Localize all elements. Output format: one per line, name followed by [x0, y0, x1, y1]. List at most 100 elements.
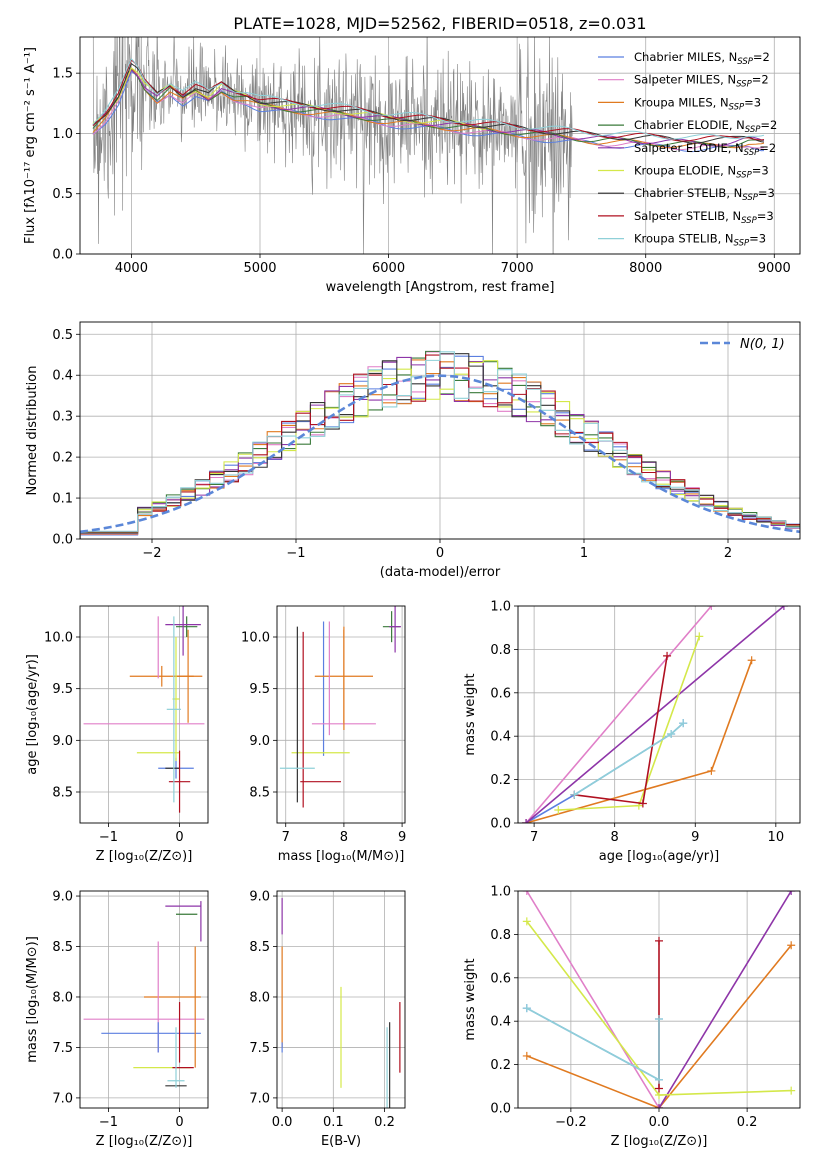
legend-sub: SSP: [734, 239, 750, 249]
x-tick-label: −0.2: [555, 1115, 587, 1130]
axes-frame: [79, 605, 209, 824]
plot-area: [279, 606, 401, 808]
legend-tail: =2: [760, 118, 777, 132]
weight-line-5: [558, 636, 701, 811]
weight-marker: [695, 632, 704, 641]
figure-title: PLATE=1028, MJD=52562, FIBERID=0518, z=0…: [233, 14, 646, 33]
weight-marker: [707, 606, 716, 610]
x-axis-label: E(B-V): [321, 1134, 361, 1149]
legend-label: Kroupa STELIB, NSSP=3: [634, 232, 766, 249]
legend-sub: SSP: [745, 125, 761, 135]
x-tick-label: 4000: [115, 261, 148, 276]
x-axis-label: wavelength [Angstrom, rest frame]: [326, 280, 555, 295]
x-tick-label: 0.0: [649, 1115, 670, 1130]
weight-marker: [779, 606, 788, 610]
weight-marker: [655, 936, 663, 945]
weight-marker: [522, 891, 531, 895]
axes-frame: [276, 890, 406, 1109]
weight-marker: [787, 1086, 796, 1095]
plot-area: [80, 350, 800, 539]
x-axis-label: Z [log₁₀(Z/Z⊙)]: [611, 1134, 708, 1149]
plot-area: [522, 606, 788, 823]
legend-sub: SSP: [736, 80, 752, 90]
legend-sub: SSP: [737, 57, 753, 67]
legend-label: N(0, 1): [740, 337, 785, 352]
plot-area: [281, 898, 401, 1108]
legend-sub: SSP: [744, 148, 760, 158]
axes-frame: [517, 605, 801, 824]
weight-marker: [679, 719, 688, 728]
weight-marker: [747, 656, 756, 665]
y-tick-label: 0.0: [52, 533, 73, 548]
plot-area: [522, 891, 796, 1108]
histogram-5: [80, 360, 800, 539]
y-tick-label: 8.5: [249, 786, 270, 801]
weight-marker: [638, 799, 647, 808]
histogram-2: [80, 359, 800, 539]
y-tick-label: 9.0: [249, 890, 270, 905]
y-tick-label: 0.2: [52, 451, 73, 466]
histogram-4: [80, 356, 800, 539]
legend-label: Salpeter ELODIE, NSSP=2: [634, 141, 776, 158]
y-axis-label: Normed distribution: [25, 366, 40, 496]
chart-mass-weight-vs-Z: −0.2 0.0 0.2 0.0 0.2 0.4 0.6 0.8 1.0 Z [log₁₀(Z/Z…: [463, 885, 801, 1149]
x-tick-label: 8: [611, 830, 619, 845]
y-tick-label: 0.5: [52, 328, 73, 343]
x-tick-label: −1: [99, 1115, 118, 1130]
y-tick-label: 7.0: [249, 1091, 270, 1106]
x-tick-label: 9: [691, 830, 699, 845]
axes-frame: [276, 605, 406, 824]
histogram-6: [80, 353, 800, 539]
weight-marker: [663, 651, 672, 660]
y-tick-label: 0.4: [490, 730, 511, 745]
y-tick-label: 9.0: [249, 734, 270, 749]
weight-line-7: [574, 655, 668, 805]
x-tick-label: 0.1: [323, 1115, 344, 1130]
y-axis-label: age [log₁₀(age/yr)]: [25, 654, 40, 775]
x-tick-label: 5000: [243, 261, 276, 276]
x-tick-label: 6000: [372, 261, 405, 276]
plot-area: [83, 901, 205, 1088]
x-tick-label: 0.2: [737, 1115, 758, 1130]
y-axis-label: Flux [fλ10⁻¹⁷ erg cm⁻² s⁻¹ A⁻¹]: [23, 47, 38, 244]
legend-sub: SSP: [742, 193, 758, 203]
histogram-7: [80, 354, 800, 539]
y-tick-label: 0.8: [490, 928, 511, 943]
y-tick-label: 0.8: [490, 643, 511, 658]
model-line-8: [92, 58, 765, 140]
x-axis-label: (data-model)/error: [380, 565, 501, 580]
y-tick-label: 9.0: [52, 734, 73, 749]
histogram-0: [80, 355, 800, 539]
y-tick-label: 8.0: [249, 990, 270, 1005]
y-tick-label: 0.3: [52, 410, 73, 425]
legend-label: Salpeter STELIB, NSSP=3: [634, 209, 774, 226]
chart-spectrum: 4000 5000 6000 7000 8000 9000 0.0 0.5 1.0 1.5 wave…: [23, 36, 801, 295]
y-tick-label: 0.4: [490, 1015, 511, 1030]
plot-area: [83, 606, 205, 813]
chart-age-vs-mass: 7 8 9 8.5 9.0 9.5 10.0 mass [log₁₀(M/M⊙)]: [241, 605, 406, 864]
chart-mass-vs-ebv: 0.0 0.1 0.2 7.0 7.5 8.0 8.5 9.0 E(B-V): [249, 890, 406, 1149]
y-tick-label: 8.0: [52, 990, 73, 1005]
legend-tail: =3: [749, 232, 766, 246]
y-tick-label: 0.1: [52, 492, 73, 507]
legend-tail: =3: [744, 95, 761, 109]
chart-residual-histogram: −2 −1 0 1 2 0.0 0.1 0.2 0.3 0.4 0.5 (data-model)/er…: [25, 321, 801, 580]
x-tick-label: −1: [286, 546, 305, 561]
x-tick-label: −1: [99, 830, 118, 845]
x-axis-label: mass [log₁₀(M/M⊙)]: [278, 849, 405, 864]
model-line-4: [92, 69, 765, 147]
y-tick-label: 10.0: [44, 631, 73, 646]
weight-marker: [787, 941, 796, 950]
axes-frame: [79, 321, 801, 540]
legend-tail: =3: [758, 186, 775, 200]
y-tick-label: 0.0: [490, 1102, 511, 1117]
y-tick-label: 7.0: [52, 1091, 73, 1106]
x-tick-label: 8000: [629, 261, 662, 276]
x-tick-label: −2: [142, 546, 161, 561]
weight-line-4: [658, 891, 792, 1108]
axes-frame: [79, 890, 209, 1109]
weight-marker: [655, 1104, 663, 1108]
y-tick-label: 8.5: [249, 940, 270, 955]
weight-line-4: [525, 606, 785, 823]
